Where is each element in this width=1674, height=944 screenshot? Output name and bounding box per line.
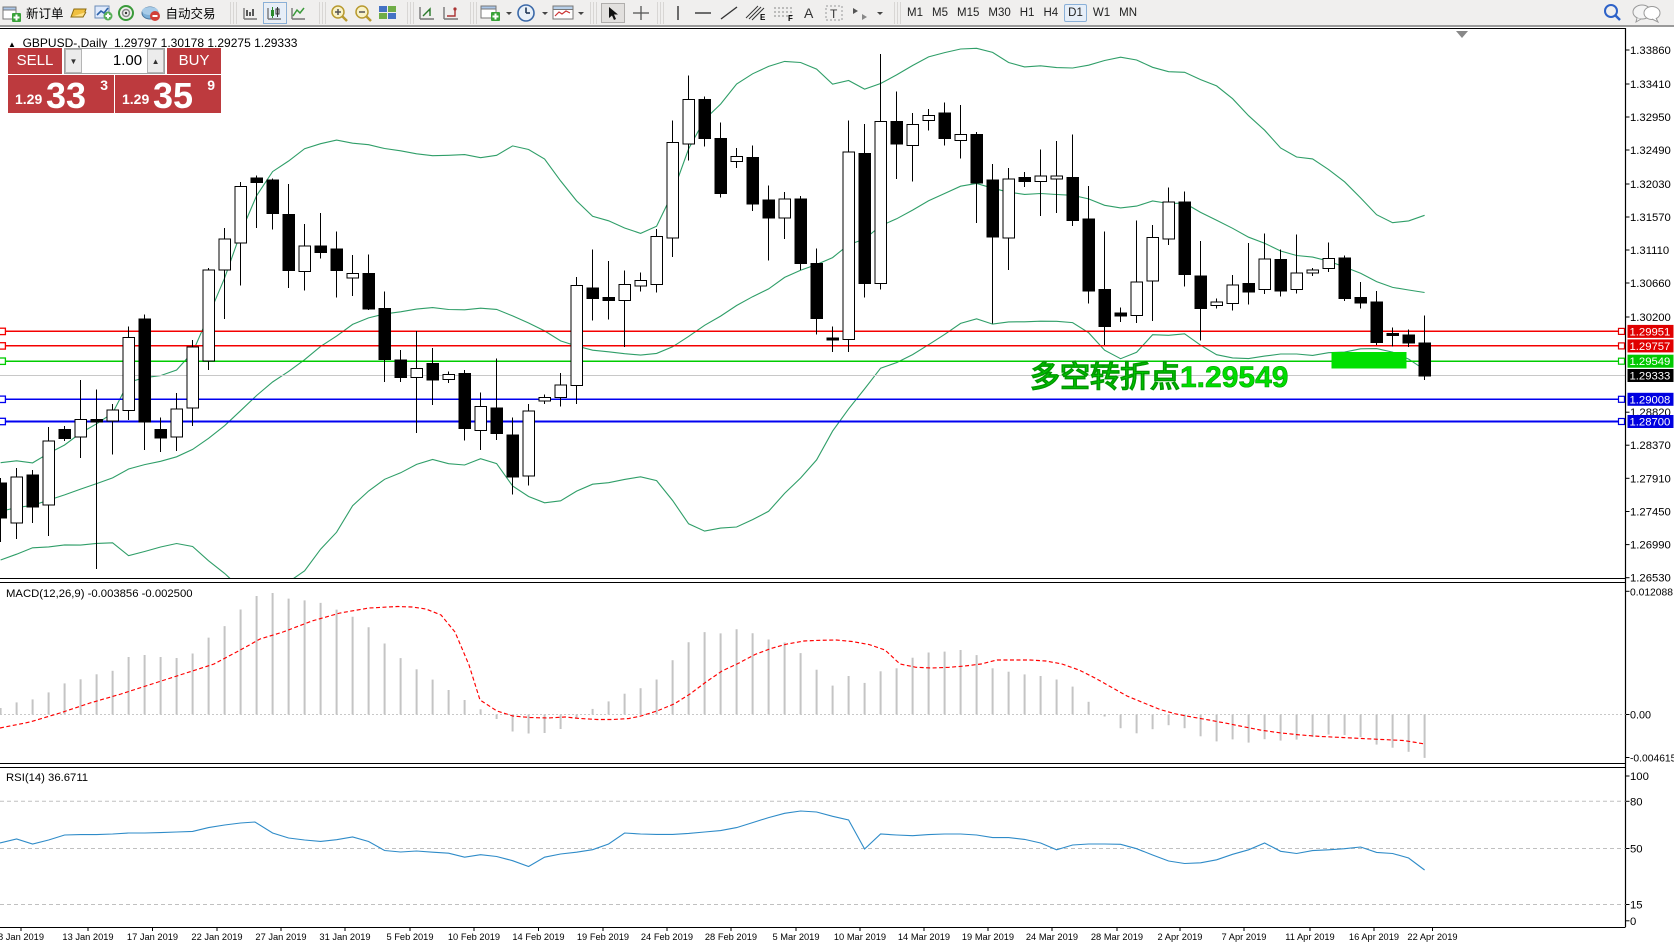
svg-text:28 Mar 2019: 28 Mar 2019: [1091, 932, 1143, 942]
svg-text:E: E: [760, 13, 766, 22]
svg-text:1.33860: 1.33860: [1630, 45, 1671, 57]
svg-text:5 Feb 2019: 5 Feb 2019: [386, 932, 433, 942]
svg-text:1.31110: 1.31110: [1630, 245, 1669, 257]
svg-text:1.31570: 1.31570: [1630, 212, 1671, 224]
svg-text:-0.004615: -0.004615: [1630, 754, 1674, 765]
svg-text:8 Jan 2019: 8 Jan 2019: [0, 932, 44, 942]
svg-text:1.29333: 1.29333: [1630, 371, 1671, 383]
svg-text:1.29757: 1.29757: [1630, 341, 1671, 353]
svg-text:10 Feb 2019: 10 Feb 2019: [448, 932, 500, 942]
svg-text:22 Apr 2019: 22 Apr 2019: [1407, 932, 1457, 942]
svg-text:11 Apr 2019: 11 Apr 2019: [1285, 932, 1334, 942]
svg-text:19 Mar 2019: 19 Mar 2019: [962, 932, 1014, 942]
svg-text:10 Mar 2019: 10 Mar 2019: [834, 932, 886, 942]
svg-text:13 Jan 2019: 13 Jan 2019: [62, 932, 113, 942]
svg-text:16 Apr 2019: 16 Apr 2019: [1349, 932, 1399, 942]
svg-text:24 Mar 2019: 24 Mar 2019: [1026, 932, 1078, 942]
svg-text:22 Jan 2019: 22 Jan 2019: [191, 932, 242, 942]
svg-text:多空转折点1.29549: 多空转折点1.29549: [1030, 361, 1288, 394]
svg-text:14 Mar 2019: 14 Mar 2019: [898, 932, 950, 942]
svg-text:19 Feb 2019: 19 Feb 2019: [577, 932, 629, 942]
svg-text:1.30200: 1.30200: [1630, 312, 1671, 324]
svg-text:1.28370: 1.28370: [1630, 440, 1671, 452]
svg-text:1.30660: 1.30660: [1630, 278, 1671, 290]
svg-text:80: 80: [1630, 796, 1643, 808]
svg-text:1.29951: 1.29951: [1630, 326, 1671, 338]
svg-text:1.27910: 1.27910: [1630, 473, 1671, 485]
svg-text:1.28700: 1.28700: [1630, 417, 1671, 429]
svg-text:1.32030: 1.32030: [1630, 179, 1671, 191]
svg-text:1.29008: 1.29008: [1630, 394, 1671, 406]
svg-text:24 Feb 2019: 24 Feb 2019: [641, 932, 693, 942]
svg-text:1.32950: 1.32950: [1630, 112, 1671, 124]
svg-text:T: T: [830, 7, 838, 21]
svg-text:27 Jan 2019: 27 Jan 2019: [255, 932, 306, 942]
svg-text:MACD(12,26,9) -0.003856 -0.002: MACD(12,26,9) -0.003856 -0.002500: [6, 588, 193, 600]
svg-text:0.012088: 0.012088: [1630, 587, 1673, 598]
svg-text:A: A: [804, 5, 814, 21]
svg-text:1.26530: 1.26530: [1630, 573, 1671, 585]
svg-text:50: 50: [1630, 844, 1643, 856]
svg-text:1.26990: 1.26990: [1630, 540, 1671, 552]
svg-text:100: 100: [1630, 771, 1649, 783]
svg-text:F: F: [788, 14, 793, 22]
svg-text:14 Feb 2019: 14 Feb 2019: [512, 932, 564, 942]
svg-text:17 Jan 2019: 17 Jan 2019: [127, 932, 178, 942]
svg-text:RSI(14) 36.6711: RSI(14) 36.6711: [6, 772, 88, 784]
svg-text:7 Apr 2019: 7 Apr 2019: [1222, 932, 1267, 942]
svg-text:1.32490: 1.32490: [1630, 145, 1671, 157]
svg-text:15: 15: [1630, 900, 1643, 912]
svg-text:0: 0: [1630, 916, 1636, 928]
svg-text:1.27450: 1.27450: [1630, 507, 1671, 519]
svg-text:28 Feb 2019: 28 Feb 2019: [705, 932, 757, 942]
svg-text:2 Apr 2019: 2 Apr 2019: [1158, 932, 1203, 942]
svg-text:5 Mar 2019: 5 Mar 2019: [772, 932, 819, 942]
svg-text:1.29549: 1.29549: [1630, 356, 1671, 368]
svg-text:31 Jan 2019: 31 Jan 2019: [319, 932, 370, 942]
svg-text:0.00: 0.00: [1630, 710, 1651, 722]
svg-text:1.33410: 1.33410: [1630, 79, 1671, 91]
